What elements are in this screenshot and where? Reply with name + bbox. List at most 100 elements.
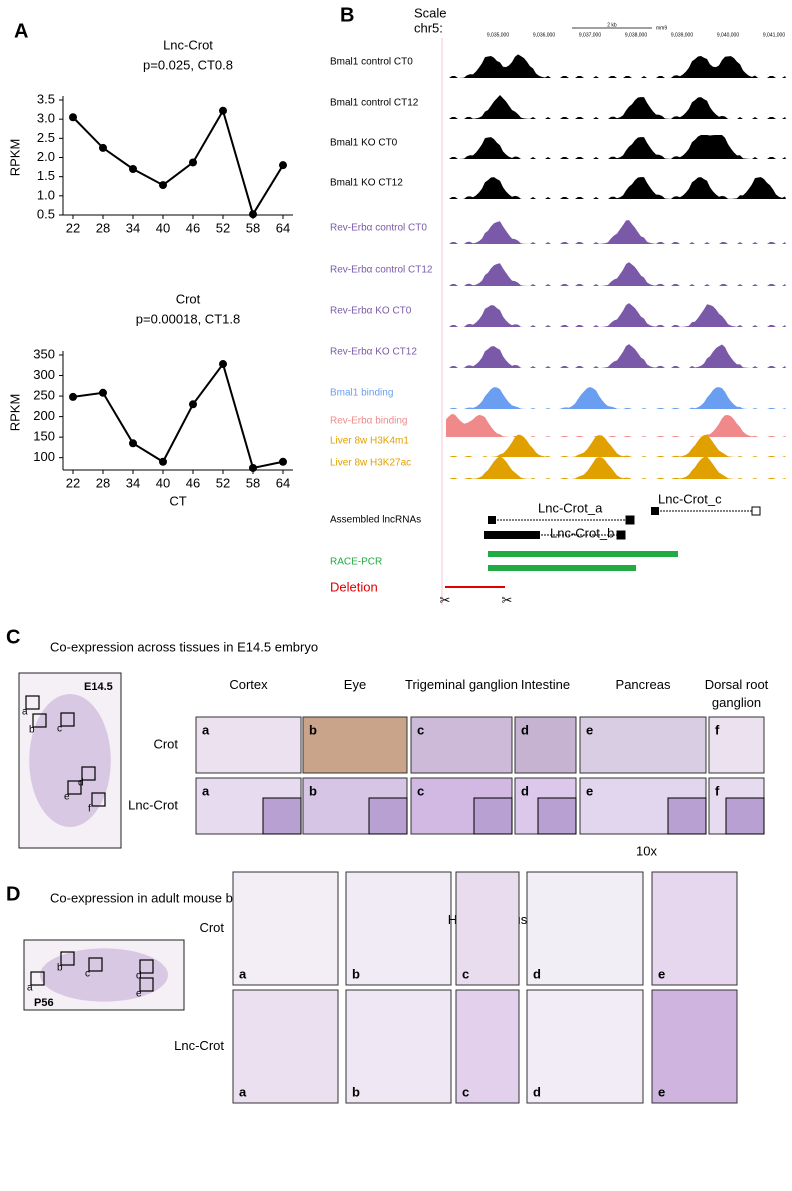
- tissue-image: [651, 989, 738, 1104]
- track-label: Rev-Erbα control CT12: [330, 265, 433, 276]
- x-tick-label: 22: [66, 220, 80, 235]
- row-label: Lnc-Crot: [174, 1038, 224, 1053]
- region-box: [91, 792, 106, 807]
- image-letter: f: [715, 783, 720, 798]
- track-label: Rev-Erbα KO CT0: [330, 306, 412, 317]
- data-point: [99, 143, 107, 152]
- y-tick-label: 250: [33, 388, 55, 403]
- image-letter: e: [586, 722, 593, 737]
- exon: [751, 506, 761, 516]
- column-title: Dorsal root ganglion: [704, 677, 769, 710]
- tissue-image: [345, 989, 452, 1104]
- image-letter: e: [658, 1084, 665, 1099]
- y-tick-label: 200: [33, 408, 55, 423]
- tissue-image: [526, 871, 644, 986]
- x-tick-label: 46: [186, 220, 200, 235]
- x-tick-label: 64: [276, 220, 290, 235]
- column-label: Intestine: [521, 677, 570, 692]
- chrom-label: chr5:: [414, 20, 443, 35]
- image-letter: a: [202, 783, 210, 798]
- region-box: [88, 957, 103, 972]
- region-letter: e: [64, 792, 70, 803]
- track-label: Bmal1 control CT12: [330, 98, 419, 109]
- column-title: Cortex: [229, 677, 268, 692]
- data-point: [189, 158, 197, 167]
- image-letter: c: [462, 1084, 469, 1099]
- region-letter: c: [85, 969, 90, 980]
- section: [40, 948, 168, 1002]
- column-title: Eye: [343, 677, 367, 692]
- track-label: Bmal1 binding: [330, 388, 393, 399]
- track-label: Bmal1 control CT0: [330, 57, 413, 68]
- column-label: Pancreas: [616, 677, 671, 692]
- chart-title: Crot: [176, 291, 201, 306]
- track-label: Bmal1 KO CT0: [330, 138, 398, 149]
- region-box: [60, 951, 75, 966]
- y-tick-label: 0.5: [37, 206, 55, 221]
- image-letter: f: [715, 722, 720, 737]
- track-label: Liver 8w H3K4m1: [330, 436, 409, 447]
- image-letter: b: [309, 783, 317, 798]
- panel-label: D: [6, 883, 20, 905]
- y-tick-label: 1.5: [37, 168, 55, 183]
- y-tick-label: 150: [33, 429, 55, 444]
- image-letter: e: [658, 966, 665, 981]
- x-tick-label: 64: [276, 475, 290, 490]
- track-label: Liver 8w H3K27ac: [330, 458, 411, 469]
- coordinate: 9,035,000: [487, 32, 509, 38]
- data-point: [99, 388, 107, 397]
- y-tick-label: 2.5: [37, 130, 55, 145]
- image-letter: d: [521, 783, 529, 798]
- image-letter: b: [352, 1084, 360, 1099]
- x-tick-label: 40: [156, 475, 170, 490]
- tissue-image: [708, 716, 765, 774]
- tissue-image: [302, 716, 408, 774]
- region-box: [81, 766, 96, 781]
- stage-label: P56: [34, 997, 54, 1009]
- track-label: Assembled lncRNAs: [330, 515, 421, 526]
- data-point: [159, 181, 167, 190]
- signal-track: [446, 434, 786, 457]
- chart-subtitle: p=0.025, CT0.8: [143, 57, 233, 72]
- image-letter: d: [521, 722, 529, 737]
- row-label: Crot: [153, 736, 178, 751]
- row-label: Crot: [199, 920, 224, 935]
- coordinate: 9,037,000: [579, 32, 601, 38]
- data-point: [129, 439, 137, 448]
- coordinate: 9,039,000: [671, 32, 693, 38]
- tissue-image: [345, 871, 452, 986]
- tissue-image: [455, 871, 520, 986]
- panel-label: C: [6, 626, 20, 648]
- x-tick-label: 58: [246, 220, 260, 235]
- track-label: Rev-Erbα KO CT12: [330, 347, 417, 358]
- magnification: 10x: [636, 843, 657, 858]
- data-point: [69, 392, 77, 401]
- coordinate: 9,036,000: [533, 32, 555, 38]
- data-point: [219, 106, 227, 115]
- inset: [725, 797, 765, 835]
- x-tick-label: 34: [126, 475, 140, 490]
- data-point: [129, 165, 137, 173]
- signal-track: [446, 344, 786, 368]
- region-letter: b: [57, 963, 63, 974]
- scissors: ✂: [440, 592, 451, 607]
- scale-bar-label: 2 kb: [607, 22, 617, 28]
- data-point: [279, 457, 287, 466]
- row-label: Lnc-Crot: [128, 797, 178, 812]
- region-box: [139, 977, 154, 992]
- transcript-label: Lnc-Crot_b: [550, 525, 614, 540]
- tissue-image: [232, 871, 339, 986]
- race-product: [488, 551, 678, 557]
- region-box: [32, 713, 47, 728]
- region-letter: b: [29, 725, 35, 736]
- tissue-image: [195, 716, 302, 774]
- coordinate: 9,038,000: [625, 32, 647, 38]
- x-tick-label: 34: [126, 220, 140, 235]
- track-label: Bmal1 KO CT12: [330, 178, 403, 189]
- image-letter: b: [309, 722, 317, 737]
- image-letter: a: [202, 722, 210, 737]
- assembly-label: mm9: [656, 25, 667, 31]
- y-tick-label: 100: [33, 449, 55, 464]
- track-label: Deletion: [330, 579, 378, 594]
